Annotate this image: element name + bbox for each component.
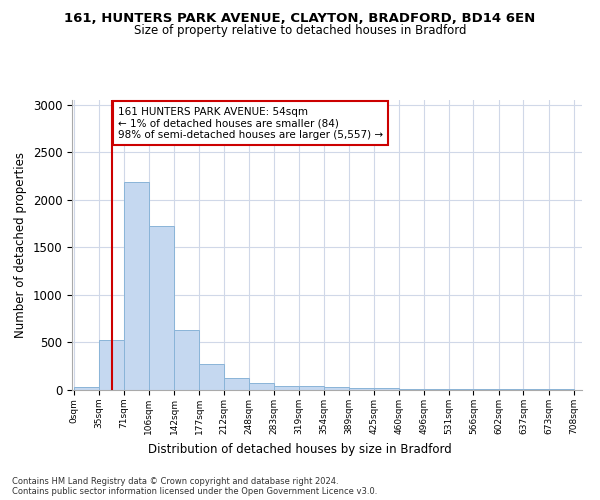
Bar xyxy=(349,388,374,390)
Bar xyxy=(549,389,574,390)
Bar xyxy=(398,388,424,390)
Text: Size of property relative to detached houses in Bradford: Size of property relative to detached ho… xyxy=(134,24,466,37)
Bar xyxy=(324,386,349,390)
Bar xyxy=(499,389,523,390)
Bar xyxy=(424,388,449,390)
Bar xyxy=(274,386,299,390)
Bar xyxy=(74,387,99,390)
Bar xyxy=(299,386,324,390)
Y-axis label: Number of detached properties: Number of detached properties xyxy=(14,152,27,338)
Bar xyxy=(224,378,249,390)
Text: Distribution of detached houses by size in Bradford: Distribution of detached houses by size … xyxy=(148,442,452,456)
Bar xyxy=(174,330,199,390)
Bar xyxy=(199,364,224,390)
Text: Contains HM Land Registry data © Crown copyright and database right 2024.: Contains HM Land Registry data © Crown c… xyxy=(12,478,338,486)
Bar xyxy=(249,384,274,390)
Bar xyxy=(449,388,473,390)
Bar xyxy=(149,226,174,390)
Bar xyxy=(523,389,549,390)
Bar xyxy=(124,182,149,390)
Text: 161, HUNTERS PARK AVENUE, CLAYTON, BRADFORD, BD14 6EN: 161, HUNTERS PARK AVENUE, CLAYTON, BRADF… xyxy=(64,12,536,26)
Text: Contains public sector information licensed under the Open Government Licence v3: Contains public sector information licen… xyxy=(12,488,377,496)
Bar xyxy=(99,340,124,390)
Bar xyxy=(473,388,499,390)
Text: 161 HUNTERS PARK AVENUE: 54sqm
← 1% of detached houses are smaller (84)
98% of s: 161 HUNTERS PARK AVENUE: 54sqm ← 1% of d… xyxy=(118,106,383,140)
Bar xyxy=(374,388,398,390)
